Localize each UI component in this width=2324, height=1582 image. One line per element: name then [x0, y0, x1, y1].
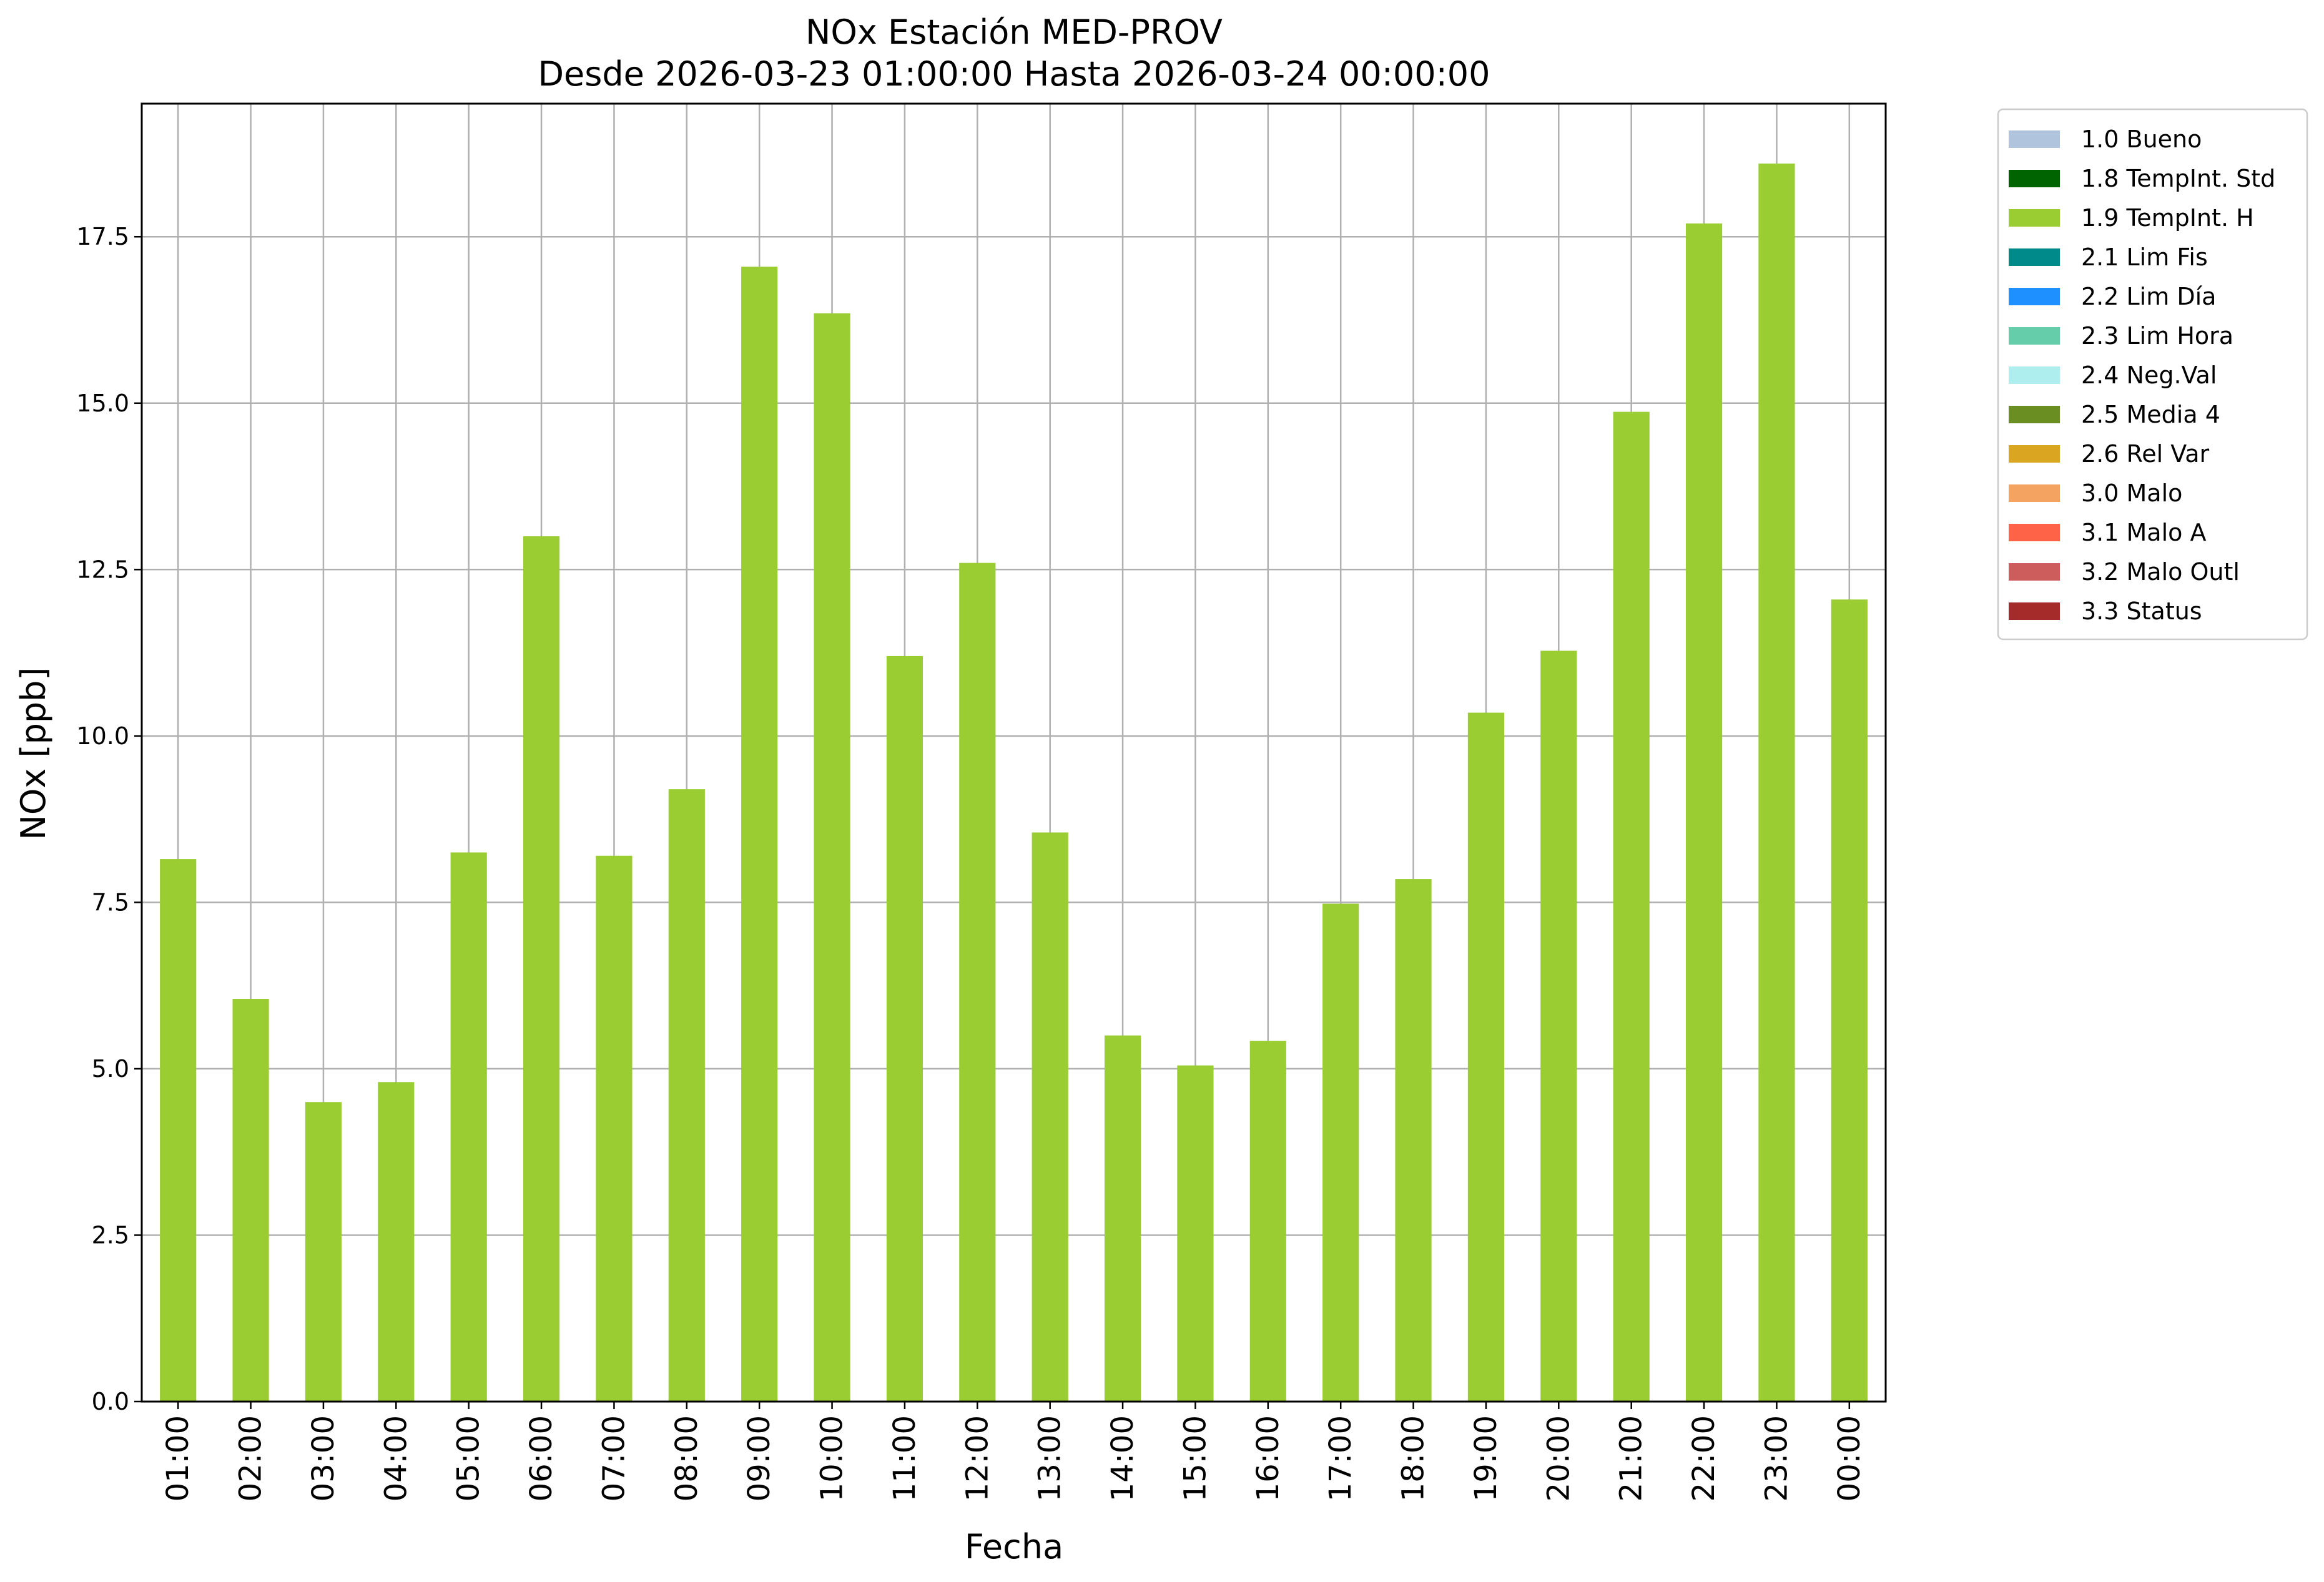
bar-1000 — [814, 313, 850, 1402]
legend-label: 2.6 Rel Var — [2081, 440, 2210, 468]
bar-0700 — [596, 855, 633, 1402]
legend-swatch — [2009, 602, 2060, 620]
bars — [160, 163, 1868, 1402]
legend-box — [1997, 108, 2308, 641]
legend-swatch — [2009, 445, 2060, 463]
y-tick-label: 5.0 — [92, 1055, 129, 1083]
x-tick-label: 00:00 — [1832, 1415, 1867, 1501]
x-tick-label: 21:00 — [1614, 1415, 1649, 1501]
x-tick-label: 02:00 — [234, 1415, 268, 1501]
legend-label: 1.8 TempInt. Std — [2081, 165, 2275, 192]
bar-1700 — [1322, 903, 1359, 1402]
x-tick-label: 10:00 — [815, 1415, 850, 1501]
legend-swatch — [2009, 484, 2060, 502]
legend-swatch — [2009, 327, 2060, 345]
x-tick-label: 01:00 — [160, 1415, 195, 1501]
bar-0900 — [741, 267, 778, 1402]
legend-swatch — [2009, 288, 2060, 305]
bar-2100 — [1613, 411, 1650, 1402]
x-tick-label: 19:00 — [1469, 1415, 1504, 1501]
y-tick-label: 15.0 — [76, 390, 129, 417]
legend-label: 2.4 Neg.Val — [2081, 361, 2217, 389]
bar-1300 — [1032, 832, 1068, 1402]
x-tick-label: 22:00 — [1686, 1415, 1721, 1501]
legend-label: 3.2 Malo Outl — [2081, 558, 2240, 586]
x-tick-label: 06:00 — [524, 1415, 559, 1501]
x-tick-label: 18:00 — [1396, 1415, 1431, 1501]
bar-2000 — [1540, 651, 1577, 1402]
x-tick-label: 08:00 — [669, 1415, 704, 1501]
legend-label: 3.0 Malo — [2081, 479, 2182, 507]
x-tick-label: 20:00 — [1541, 1415, 1576, 1501]
x-tick-label: 17:00 — [1323, 1415, 1358, 1501]
bar-0600 — [523, 536, 560, 1402]
y-tick-label: 7.5 — [92, 888, 129, 916]
bar-2300 — [1758, 163, 1795, 1402]
y-tick-label: 10.0 — [76, 722, 129, 750]
bar-1900 — [1467, 712, 1505, 1402]
y-axis-label: NOx [ppb] — [14, 667, 53, 840]
x-tick-label: 09:00 — [742, 1415, 777, 1501]
bar-0100 — [160, 859, 197, 1402]
legend-swatch — [2009, 524, 2060, 541]
bar-0200 — [232, 998, 269, 1402]
x-axis-label: Fecha — [965, 1527, 1063, 1566]
chart-title: NOx Estación MED-PROV — [805, 12, 1223, 52]
bar-0500 — [450, 852, 487, 1402]
x-tick-label: 07:00 — [596, 1415, 631, 1501]
legend-swatch — [2009, 406, 2060, 423]
legend-swatch — [2009, 130, 2060, 148]
plot-frame — [140, 102, 1887, 1403]
bar-0400 — [378, 1082, 415, 1402]
x-tick-label: 12:00 — [960, 1415, 995, 1501]
y-axis: 0.0 2.5 5.0 7.5 10.0 12.5 15.0 17.5 — [76, 223, 142, 1415]
bar-0000 — [1831, 599, 1868, 1402]
bar-1200 — [959, 563, 996, 1402]
legend-swatch — [2009, 170, 2060, 187]
y-tick-label: 2.5 — [92, 1221, 129, 1249]
x-tick-label: 14:00 — [1105, 1415, 1140, 1501]
legend-label: 2.1 Lim Fis — [2081, 243, 2208, 271]
legend-label: 2.2 Lim Día — [2081, 283, 2216, 310]
legend-label: 3.1 Malo A — [2081, 519, 2206, 546]
chart-subtitle: Desde 2026-03-23 01:00:00 Hasta 2026-03-… — [538, 54, 1490, 94]
legend: 1.0 Bueno 1.8 TempInt. Std 1.9 TempInt. H 2… — [1997, 108, 2308, 641]
y-tick-label: 0.0 — [92, 1388, 129, 1415]
legend-label: 2.3 Lim Hora — [2081, 322, 2233, 350]
y-tick-label: 17.5 — [76, 223, 129, 250]
x-tick-label: 15:00 — [1178, 1415, 1213, 1501]
bar-1600 — [1249, 1041, 1286, 1402]
x-tick-label: 05:00 — [451, 1415, 486, 1501]
x-tick-label: 11:00 — [887, 1415, 922, 1501]
bar-0300 — [305, 1102, 342, 1402]
bar-1400 — [1104, 1035, 1141, 1402]
bar-1800 — [1395, 879, 1432, 1402]
x-tick-label: 13:00 — [1033, 1415, 1068, 1501]
legend-label: 1.9 TempInt. H — [2081, 204, 2254, 232]
bar-1100 — [886, 656, 923, 1402]
x-tick-label: 03:00 — [306, 1415, 341, 1501]
x-tick-label: 16:00 — [1251, 1415, 1286, 1501]
bar-2200 — [1685, 223, 1723, 1402]
x-tick-label: 23:00 — [1759, 1415, 1794, 1501]
legend-swatch — [2009, 209, 2060, 227]
legend-swatch — [2009, 248, 2060, 266]
x-tick-label: 04:00 — [378, 1415, 413, 1501]
x-axis: 01:00 02:00 03:00 04:00 05:00 06:00 07:00 08:00… — [160, 1402, 1867, 1501]
legend-label: 3.3 Status — [2081, 597, 2202, 625]
y-tick-label: 12.5 — [76, 556, 129, 583]
bar-1500 — [1177, 1065, 1214, 1402]
bar-0800 — [668, 789, 705, 1402]
legend-label: 2.5 Media 4 — [2081, 401, 2220, 428]
legend-swatch — [2009, 563, 2060, 581]
legend-label: 1.0 Bueno — [2081, 125, 2202, 153]
legend-swatch — [2009, 366, 2060, 384]
